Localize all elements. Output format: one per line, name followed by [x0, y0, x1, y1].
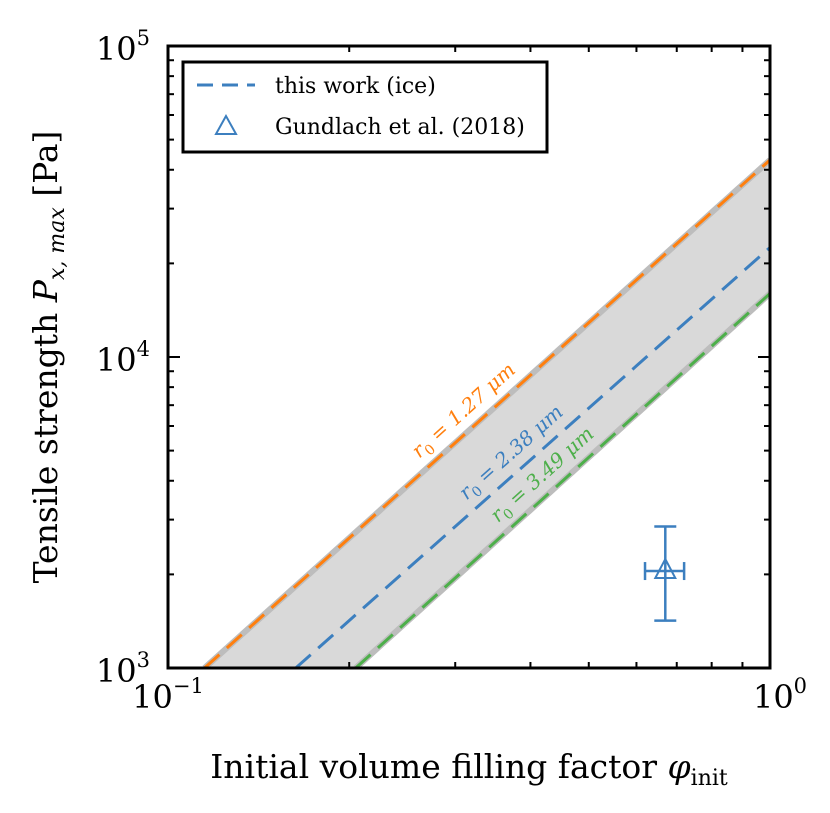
triangle-marker [653, 556, 677, 580]
x-tick-exponent: −1 [173, 674, 204, 698]
y-tick-base: 10 [96, 341, 137, 379]
series-line-1 [294, 246, 770, 668]
axis-ticks [167, 45, 771, 669]
y-tick-base: 10 [96, 30, 137, 68]
y-tick-label: 103 [96, 648, 150, 690]
y-tick-label: 105 [96, 26, 150, 68]
y-tick-exponent: 4 [137, 337, 150, 361]
y-tick-base: 10 [96, 652, 137, 690]
legend-triangle-icon [214, 113, 238, 135]
y-tick-exponent: 5 [137, 26, 150, 50]
y-axis-label: Tensile strength Px, max [Pa] [26, 131, 70, 584]
x-tick-exponent: 0 [794, 674, 807, 698]
legend-box [181, 60, 549, 154]
x-tick-base: 10 [132, 678, 173, 716]
x-axis-label: Initial volume filling factor φinit [210, 747, 728, 791]
data-point-0 [643, 525, 686, 622]
legend: this work (ice) Gundlach et al. (2018) [181, 60, 549, 154]
series-line-0 [203, 158, 770, 668]
x-tick-label: 10−1 [132, 674, 204, 716]
y-tick-exponent: 3 [137, 648, 150, 672]
plot-area [202, 157, 770, 668]
series-line-2 [354, 292, 770, 668]
x-tick-label: 100 [753, 674, 807, 716]
legend-label-this-work: this work (ice) [275, 74, 436, 99]
x-tick-base: 10 [753, 678, 794, 716]
legend-label-gundlach: Gundlach et al. (2018) [275, 115, 525, 140]
y-tick-label: 104 [96, 337, 150, 379]
